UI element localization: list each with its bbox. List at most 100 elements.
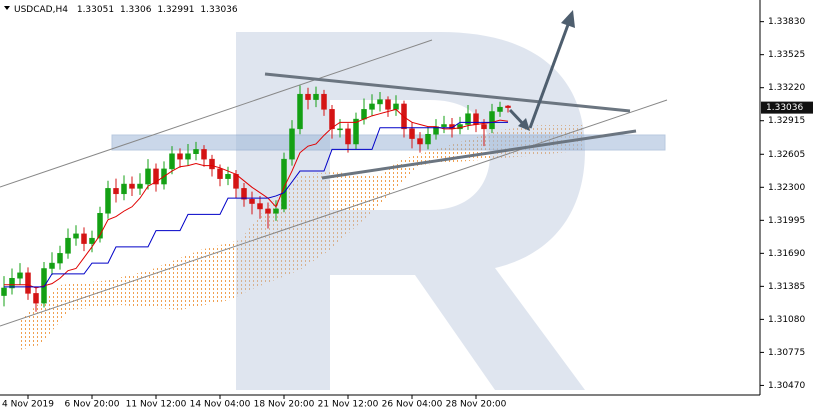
candle-body <box>25 272 31 294</box>
candle-body <box>177 153 183 160</box>
x-tick-label: 18 Nov 20:00 <box>254 400 315 410</box>
candle-body <box>289 128 295 160</box>
y-tick-label: 1.30775 <box>768 348 805 358</box>
candle-body <box>49 262 55 269</box>
x-tick-label: 4 Nov 2019 <box>2 400 54 410</box>
candle-body <box>81 233 87 244</box>
candle-body <box>33 293 39 304</box>
candle-body <box>337 128 343 131</box>
candle-body <box>113 188 119 195</box>
candle-body <box>153 168 159 185</box>
y-tick-label: 1.33220 <box>768 83 805 93</box>
candle-body <box>313 93 319 100</box>
decorations <box>0 32 668 390</box>
x-tick-label: 11 Nov 12:00 <box>126 400 187 410</box>
candle-body <box>225 174 231 179</box>
candle-body <box>201 149 207 160</box>
candle-body <box>9 277 15 289</box>
candle-body <box>417 138 423 145</box>
support-zone <box>111 134 666 151</box>
arrows <box>508 10 575 131</box>
header: USDCAD,H4 1.33051 1.3306 1.32991 1.33036 <box>14 5 238 15</box>
x-tick-label: 28 Nov 20:00 <box>446 400 507 410</box>
indicator-line <box>4 108 509 289</box>
y-tick-label: 1.33830 <box>768 17 805 27</box>
candle-body <box>321 93 327 110</box>
open: 1.33051 <box>77 5 114 15</box>
candle-body <box>89 237 95 244</box>
y-tick-label: 1.32300 <box>768 183 805 193</box>
candle-body <box>425 133 431 145</box>
x-tick-label: 26 Nov 04:00 <box>382 400 443 410</box>
candle-body <box>297 93 303 130</box>
channel-upper <box>0 39 433 188</box>
candle-body <box>305 93 311 100</box>
candle-body <box>241 188 247 200</box>
candle-body <box>369 103 375 110</box>
x-tick-label: 6 Nov 20:00 <box>65 400 120 410</box>
candle-body <box>217 168 223 179</box>
candle-body <box>497 106 503 112</box>
candle-body <box>377 99 383 105</box>
candle-body <box>481 124 487 130</box>
candle-body <box>505 105 511 108</box>
close: 1.33036 <box>200 5 237 15</box>
y-tick-label: 1.31080 <box>768 315 805 325</box>
candle-body <box>361 109 367 120</box>
candle-body <box>273 208 279 214</box>
candle-body <box>257 203 263 210</box>
y-tick-label: 1.31385 <box>768 282 805 292</box>
candle-body <box>441 124 447 127</box>
y-tick-label: 1.31995 <box>768 216 805 226</box>
candle-body <box>345 128 351 145</box>
candle-body <box>385 99 391 110</box>
candle-body <box>353 118 359 145</box>
candle-body <box>145 168 151 185</box>
y-tick-label: 1.32605 <box>768 150 805 160</box>
candle-body <box>121 183 127 195</box>
candle-body <box>65 237 71 254</box>
candle-body <box>393 103 399 110</box>
plot <box>1 85 511 312</box>
arrow-head <box>561 10 575 28</box>
candle-body <box>193 149 199 154</box>
candle-body <box>329 109 335 130</box>
ichimoku-cloud <box>20 125 585 350</box>
candle-body <box>97 213 103 239</box>
price-tag <box>761 101 813 114</box>
candle-body <box>409 128 415 139</box>
candle-body <box>185 153 191 160</box>
x-tick-label: 14 Nov 04:00 <box>190 400 251 410</box>
candle-body <box>129 183 135 189</box>
indicator-line <box>4 121 508 288</box>
y-tick-label: 1.30470 <box>768 381 805 391</box>
candle-body <box>73 233 79 239</box>
arrow-head <box>518 118 530 131</box>
candle-body <box>17 272 23 279</box>
candle-body <box>249 198 255 204</box>
candle-body <box>465 113 471 125</box>
triangle-lower <box>321 129 637 180</box>
candle-body <box>489 111 495 130</box>
candle-body <box>105 188 111 214</box>
candle-body <box>209 158 215 170</box>
candle-body <box>265 208 271 214</box>
candle-body <box>473 113 479 125</box>
low: 1.32991 <box>157 5 194 15</box>
x-tick-label: 21 Nov 12:00 <box>318 400 379 410</box>
arrow-up <box>528 21 571 129</box>
y-tick-label: 1.32915 <box>768 116 805 126</box>
candle-body <box>233 174 239 189</box>
y-tick-label: 1.31690 <box>768 249 805 259</box>
price-tag-label: 1.33036 <box>766 103 803 113</box>
candle-body <box>281 158 287 210</box>
candle-body <box>137 183 143 189</box>
y-tick-label: 1.33525 <box>768 50 805 60</box>
watermark <box>236 32 585 390</box>
candle-body <box>57 253 63 264</box>
menu-icon <box>4 6 10 10</box>
high: 1.3306 <box>120 5 152 15</box>
symbol: USDCAD,H4 <box>14 5 68 15</box>
